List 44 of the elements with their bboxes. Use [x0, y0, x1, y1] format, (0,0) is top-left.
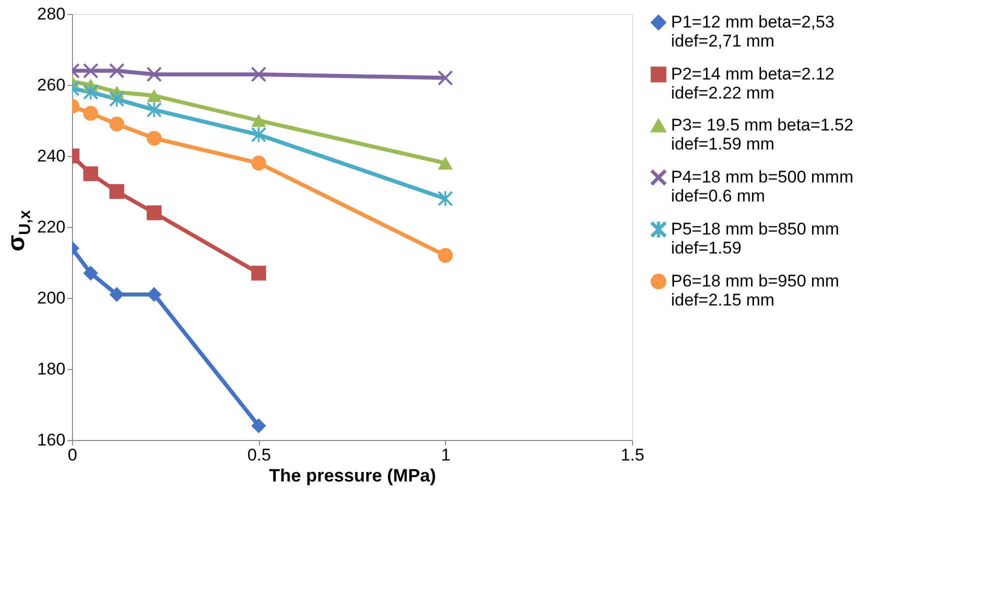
point [83, 166, 98, 182]
point [251, 418, 266, 434]
y-axis-title: σU,x [3, 210, 34, 252]
x-tick-label: 1 [441, 446, 451, 464]
point [146, 66, 162, 82]
point [146, 130, 162, 146]
legend-label: P6=18 mm b=950 mm idef=2.15 mm [671, 272, 840, 310]
y-tick-label: 240 [37, 146, 66, 166]
point [146, 89, 162, 102]
point [438, 70, 453, 86]
y-tick-label: 280 [37, 4, 66, 24]
legend-label: P1=12 mm beta=2,53 idef=2,71 mm [671, 12, 835, 50]
x-tick-label: 0 [68, 446, 78, 464]
point [83, 84, 98, 100]
point [146, 102, 162, 118]
point [83, 106, 98, 121]
point [251, 127, 266, 142]
point [83, 266, 98, 281]
legend-label: P4=18 mm b=500 mmm idef=0.6 mm [671, 168, 854, 206]
point [251, 156, 266, 170]
point [251, 66, 266, 82]
x-tick-label: 0.5 [247, 446, 271, 464]
point [438, 156, 453, 170]
y-tick-label: 260 [37, 76, 66, 94]
point [251, 114, 266, 127]
x-axis-title: The pressure (MPa) [268, 466, 436, 486]
y-tick-label: 220 [37, 218, 66, 236]
point [109, 63, 124, 78]
point [109, 287, 124, 302]
point [438, 248, 453, 263]
y-tick-label: 200 [37, 288, 66, 308]
legend-label: P2=14 mm beta=2.12 idef=2.22 mm [671, 64, 835, 102]
legend-label: P5=18 mm b=850 mm idef=1.59 [671, 220, 840, 258]
point [109, 184, 124, 199]
point [438, 191, 453, 206]
point [83, 63, 98, 78]
y-tick-label: 160 [37, 430, 66, 450]
point [146, 205, 162, 220]
y-tick-label: 180 [37, 360, 66, 378]
point [109, 116, 124, 132]
point [251, 266, 266, 281]
x-tick-label: 1.5 [620, 446, 644, 464]
legend-label: P3= 19.5 mm beta=1.52 idef=1.59 mm [671, 116, 854, 154]
point [146, 287, 162, 302]
